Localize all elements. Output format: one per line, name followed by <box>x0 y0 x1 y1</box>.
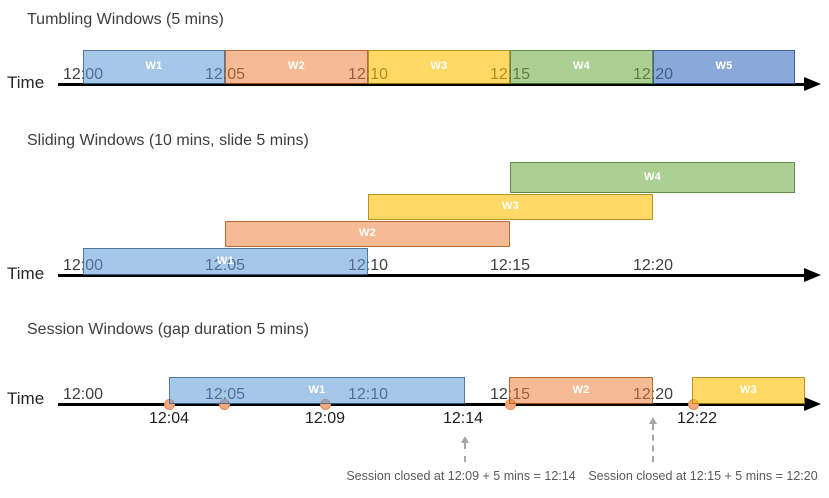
window-box-w2 <box>225 50 368 84</box>
session-axis-line <box>58 403 806 406</box>
window-label: W4 <box>643 170 662 183</box>
time-axis-label: Time <box>7 389 45 408</box>
arrow-up-icon <box>648 417 657 424</box>
window-box-w1 <box>169 377 465 404</box>
section-title: Tumbling Windows (5 mins) <box>27 11 224 28</box>
window-label: W1 <box>145 60 163 72</box>
window-box-w3 <box>368 50 510 84</box>
sliding-axis-line <box>58 274 806 277</box>
window-box-w3 <box>368 194 653 220</box>
window-box-w4 <box>510 50 653 84</box>
window-box-w1 <box>83 248 368 275</box>
event-time-label: 12:22 <box>676 410 718 427</box>
session-close-annotation: Session closed at 12:09 + 5 mins = 12:14 <box>346 469 576 483</box>
arrow-up-icon <box>460 436 469 443</box>
window-label: W5 <box>715 60 733 72</box>
window-label: W1 <box>216 254 235 267</box>
axis-tick-label: 12:15 <box>489 257 531 274</box>
window-label: W1 <box>308 383 326 396</box>
session-close-arrow-line <box>464 443 466 462</box>
axis-tick-label: 12:20 <box>632 257 674 274</box>
window-label: W4 <box>572 60 591 72</box>
event-time-label: 12:14 <box>442 410 484 427</box>
axis-arrowhead-right-icon <box>804 397 821 411</box>
window-label: W3 <box>501 200 520 212</box>
window-box-w5 <box>653 50 795 84</box>
window-box-w3 <box>692 377 805 404</box>
session-close-arrow-line <box>652 424 654 462</box>
time-axis-label: Time <box>7 264 45 283</box>
window-box-w2 <box>509 377 653 404</box>
window-label: W2 <box>287 60 306 72</box>
axis-tick-label: 12:00 <box>62 386 104 403</box>
window-label: W2 <box>572 383 590 396</box>
axis-arrowhead-right-icon <box>804 268 821 282</box>
event-time-label: 12:04 <box>148 410 190 427</box>
axis-arrowhead-right-icon <box>804 77 821 91</box>
event-time-label: 12:09 <box>304 410 346 427</box>
tumbling-axis-line <box>58 83 806 86</box>
time-axis-label: Time <box>7 73 45 92</box>
window-box-w1 <box>83 50 225 84</box>
section-title: Session Windows (gap duration 5 mins) <box>27 321 309 338</box>
window-box-w2 <box>225 221 510 247</box>
window-box-w4 <box>510 162 795 193</box>
session-close-annotation: Session closed at 12:15 + 5 mins = 12:20 <box>588 469 818 483</box>
section-title: Sliding Windows (10 mins, slide 5 mins) <box>27 132 309 149</box>
window-label: W2 <box>358 227 377 239</box>
window-label: W3 <box>430 60 448 72</box>
window-label: W3 <box>739 383 758 396</box>
